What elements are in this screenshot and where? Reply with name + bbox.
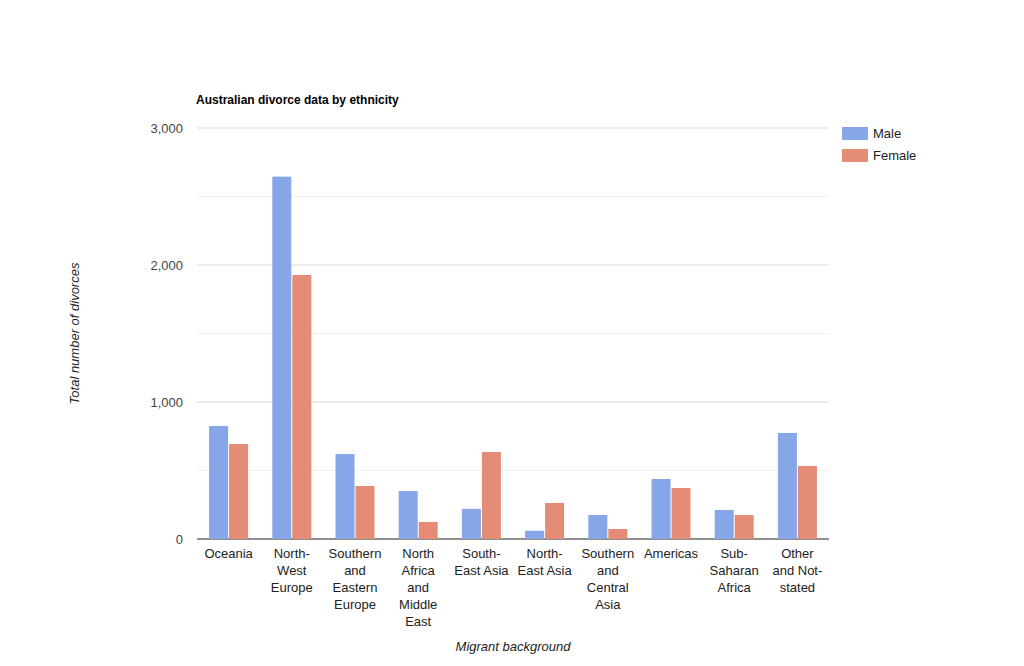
x-tick-label-line: Africa xyxy=(718,580,752,595)
grid-line xyxy=(197,265,829,266)
legend-swatch xyxy=(842,127,868,140)
x-tick-label: Southern and Eastern Europe xyxy=(329,546,382,612)
legend-label: Male xyxy=(873,126,901,141)
x-tick-label-line: and Not- xyxy=(772,563,822,578)
x-tick-label-line: Sub- xyxy=(720,546,747,561)
bar xyxy=(545,503,564,539)
legend-label: Female xyxy=(873,148,916,163)
x-tick-label-line: Southern xyxy=(581,546,634,561)
x-tick-label-line: Americas xyxy=(644,546,699,561)
bar xyxy=(715,510,734,539)
page: {"chart_data": {"type": "bar", "title": … xyxy=(0,0,1024,666)
y-axis-title: Total number of divorces xyxy=(67,262,82,404)
chart-svg: 01,0002,0003,000OceaniaNorth-WestEuropeS… xyxy=(0,0,1024,666)
x-tick-label-line: and xyxy=(344,563,366,578)
x-tick-label: North- East Asia xyxy=(517,546,572,578)
x-tick-label-line: Europe xyxy=(334,597,376,612)
x-tick-label-line: West xyxy=(277,563,307,578)
bar xyxy=(482,452,501,539)
x-tick-label: Southern and Central Asia xyxy=(581,546,634,612)
bar xyxy=(652,479,671,539)
x-tick-label-line: Southern xyxy=(329,546,382,561)
x-tick-label-line: Africa xyxy=(402,563,436,578)
x-tick-label-line: Other xyxy=(781,546,814,561)
bar xyxy=(608,529,627,539)
x-axis-title: Migrant background xyxy=(456,639,572,654)
x-tick-label-line: Asia xyxy=(595,597,621,612)
x-tick-label: Americas xyxy=(644,546,699,561)
bar xyxy=(399,491,418,539)
y-tick-label: 1,000 xyxy=(150,395,183,410)
bar xyxy=(292,275,311,539)
bar xyxy=(778,433,797,539)
x-tick-label-line: South- xyxy=(462,546,500,561)
bar xyxy=(209,426,228,539)
bar xyxy=(419,522,438,539)
bar xyxy=(735,515,754,539)
minor-grid-line xyxy=(197,470,829,471)
x-tick-label-line: North xyxy=(402,546,434,561)
x-tick-label-line: Oceania xyxy=(204,546,253,561)
bar xyxy=(272,177,291,539)
grid-line xyxy=(197,539,829,540)
x-tick-label-line: and xyxy=(597,563,619,578)
bar xyxy=(229,444,248,539)
x-tick-label-line: North- xyxy=(274,546,310,561)
x-tick-label-line: and xyxy=(407,580,429,595)
y-tick-label: 3,000 xyxy=(150,121,183,136)
x-axis-line xyxy=(197,539,829,540)
minor-grid-line xyxy=(197,333,829,334)
x-tick-label-line: North- xyxy=(527,546,563,561)
bar xyxy=(798,466,817,539)
bar xyxy=(336,454,355,539)
grid-line xyxy=(197,128,829,129)
title: Australian divorce data by ethnicity xyxy=(196,93,399,107)
x-tick-label: Other and Not-stated xyxy=(772,546,822,595)
x-tick-label: Sub- Saharan Africa xyxy=(710,546,759,595)
x-tick-label-line: East Asia xyxy=(454,563,509,578)
x-tick-label-line: stated xyxy=(780,580,815,595)
x-tick-label-line: Eastern xyxy=(333,580,378,595)
x-tick-label-line: East Asia xyxy=(517,563,572,578)
x-tick-label-line: Europe xyxy=(271,580,313,595)
bar xyxy=(588,515,607,539)
bar xyxy=(356,486,375,539)
x-tick-label-line: East xyxy=(405,614,431,629)
minor-grid-line xyxy=(197,196,829,197)
bar xyxy=(462,509,481,539)
x-tick-label: South- East Asia xyxy=(454,546,509,578)
grid-line xyxy=(197,402,829,403)
bars xyxy=(209,177,817,539)
legend-swatch xyxy=(842,149,868,162)
x-tick-label-line: Middle xyxy=(399,597,437,612)
chart-container: 01,0002,0003,000OceaniaNorth-WestEuropeS… xyxy=(0,0,1024,666)
x-tick-label: North Africa and Middle East xyxy=(399,546,437,629)
x-tick-label-line: Central xyxy=(587,580,629,595)
x-tick-label: Oceania xyxy=(204,546,253,561)
bar xyxy=(525,531,544,539)
x-tick-label: North- West Europe xyxy=(271,546,313,595)
x-tick-label-line: Saharan xyxy=(710,563,759,578)
y-tick-label: 2,000 xyxy=(150,258,183,273)
y-tick-label: 0 xyxy=(176,532,183,547)
bar xyxy=(672,488,691,539)
